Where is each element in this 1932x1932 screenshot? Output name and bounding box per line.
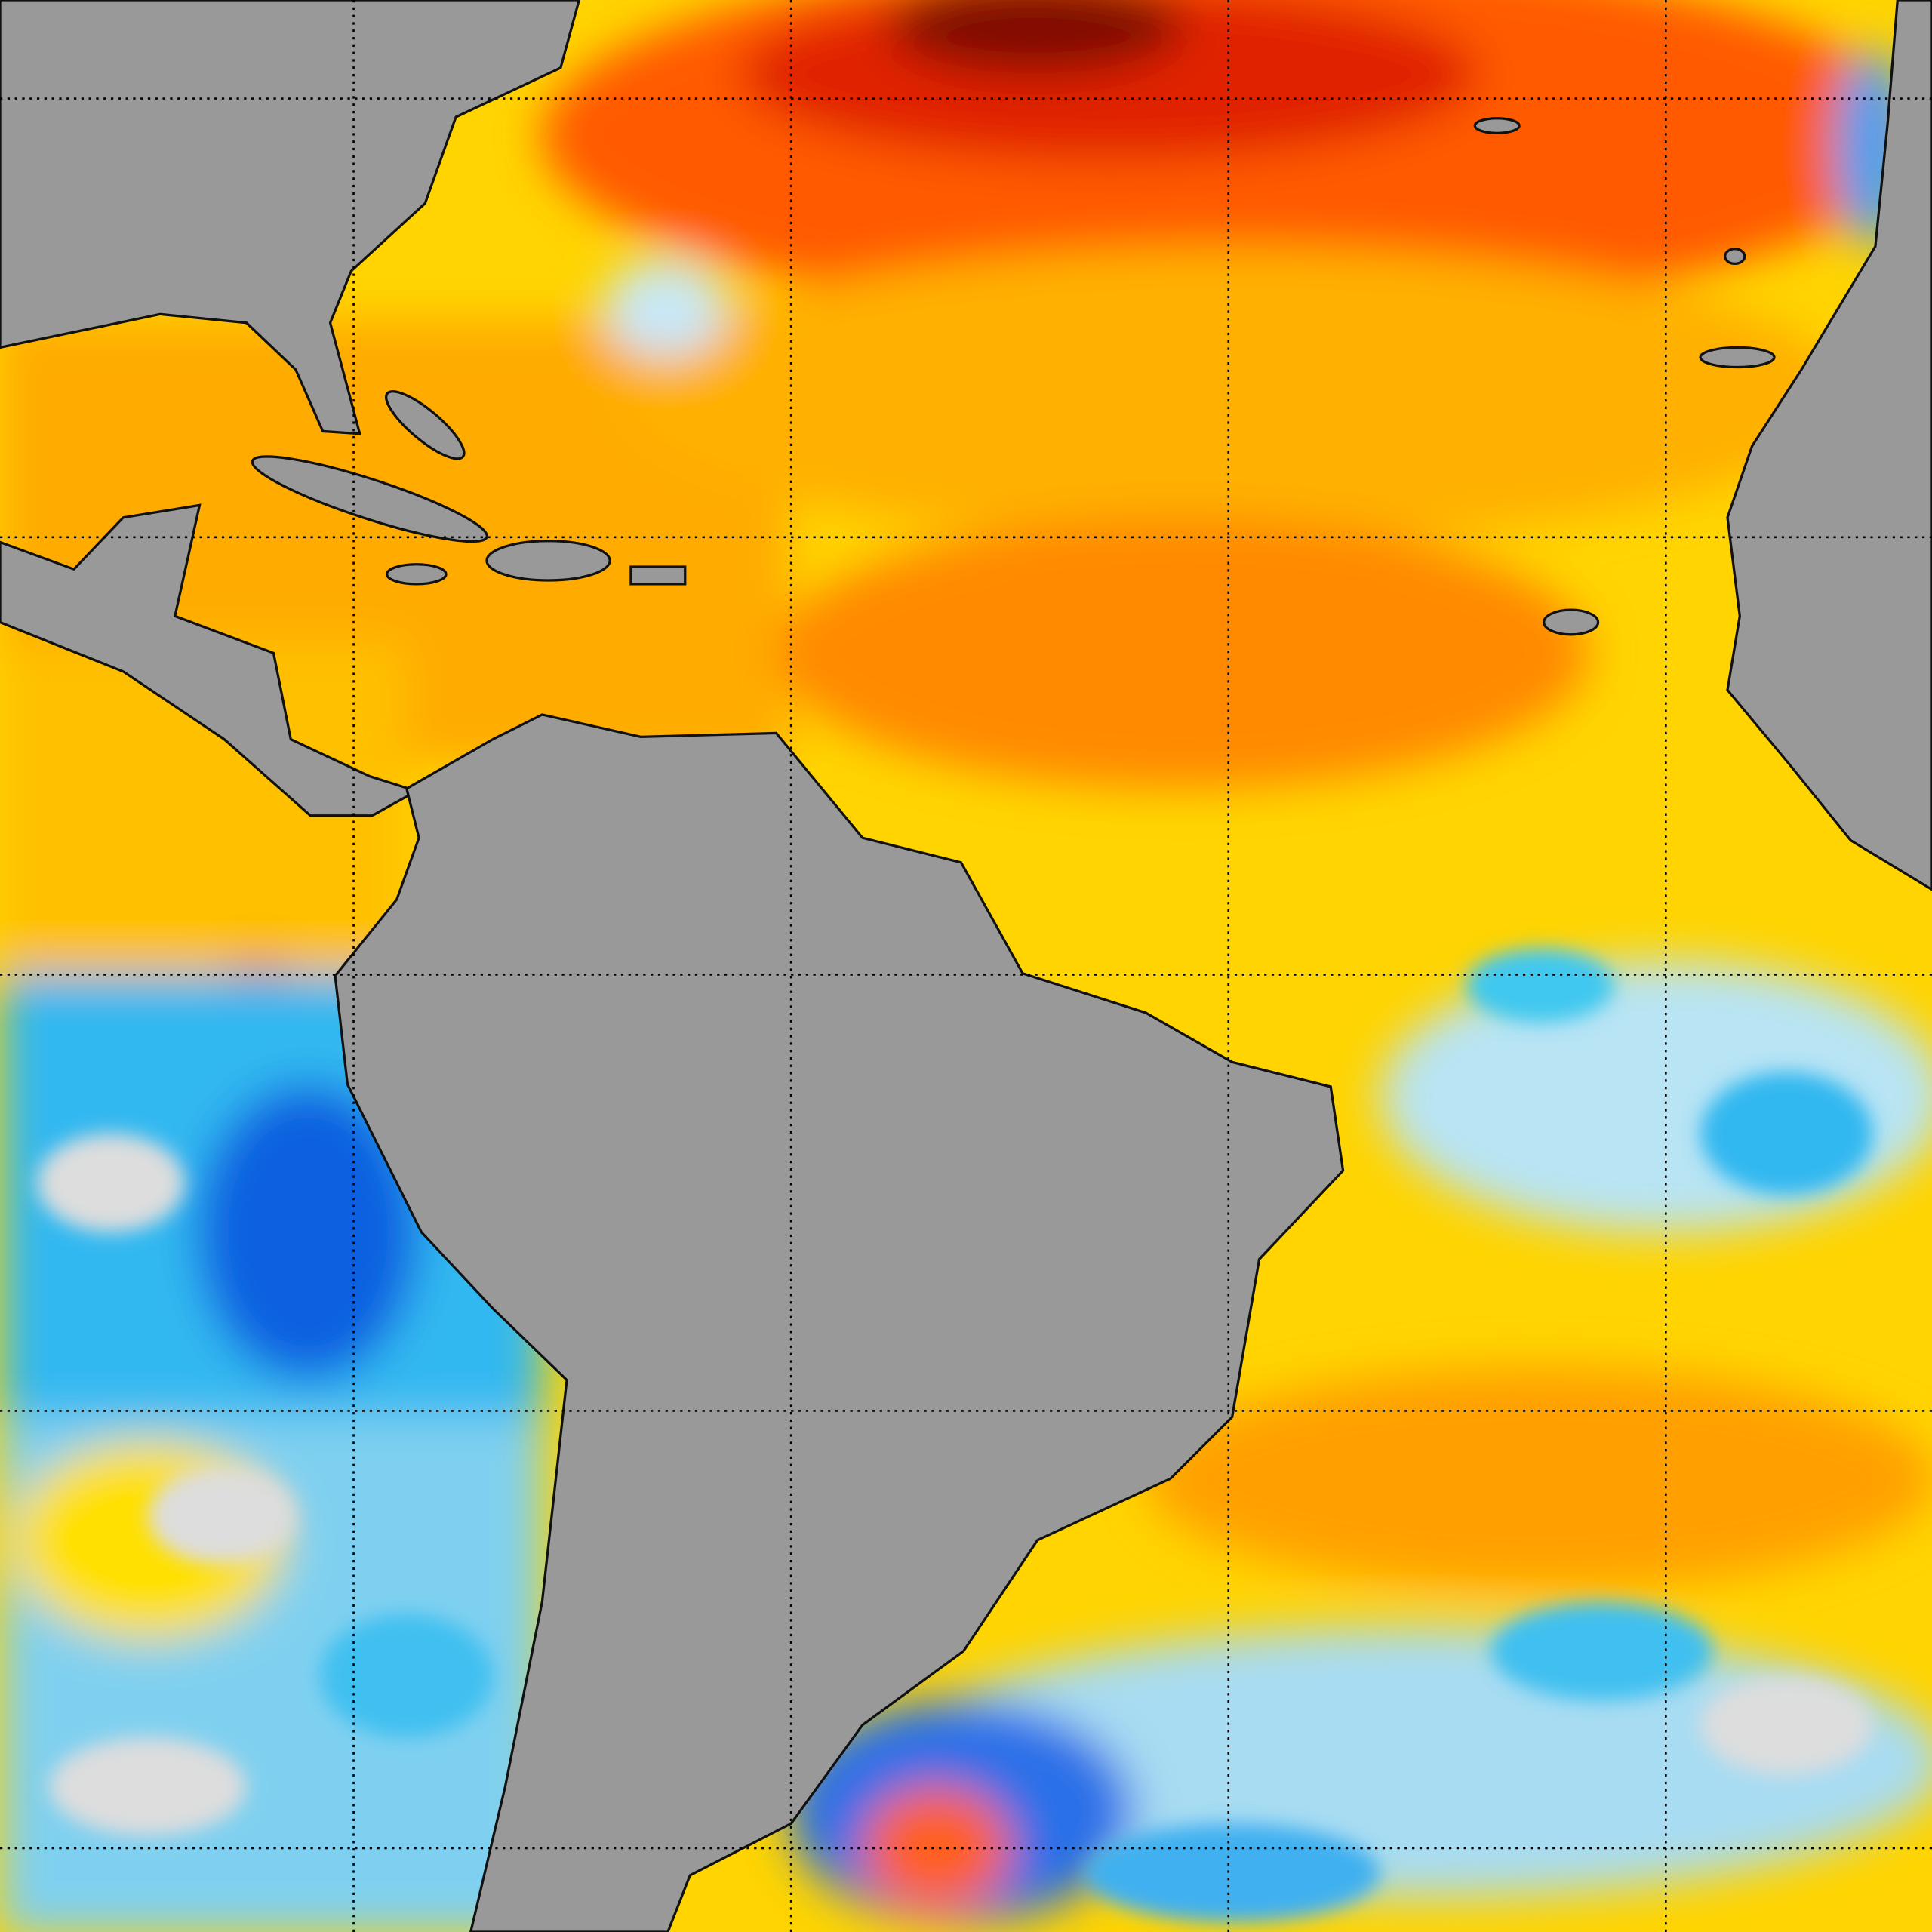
central-america (0, 503, 420, 817)
africa (1726, 0, 1932, 891)
puerto-rico (629, 565, 687, 586)
azores (1473, 117, 1521, 134)
north-america (0, 0, 581, 435)
cuba (251, 455, 488, 543)
cape-verde (1543, 608, 1600, 636)
jamaica (386, 563, 448, 586)
hispaniola (485, 540, 611, 582)
madeira (1724, 248, 1746, 266)
anomaly-patches (36, 949, 1873, 1922)
south-america (334, 713, 1345, 1932)
bahamas (385, 390, 466, 460)
canary-islands (1699, 346, 1776, 369)
